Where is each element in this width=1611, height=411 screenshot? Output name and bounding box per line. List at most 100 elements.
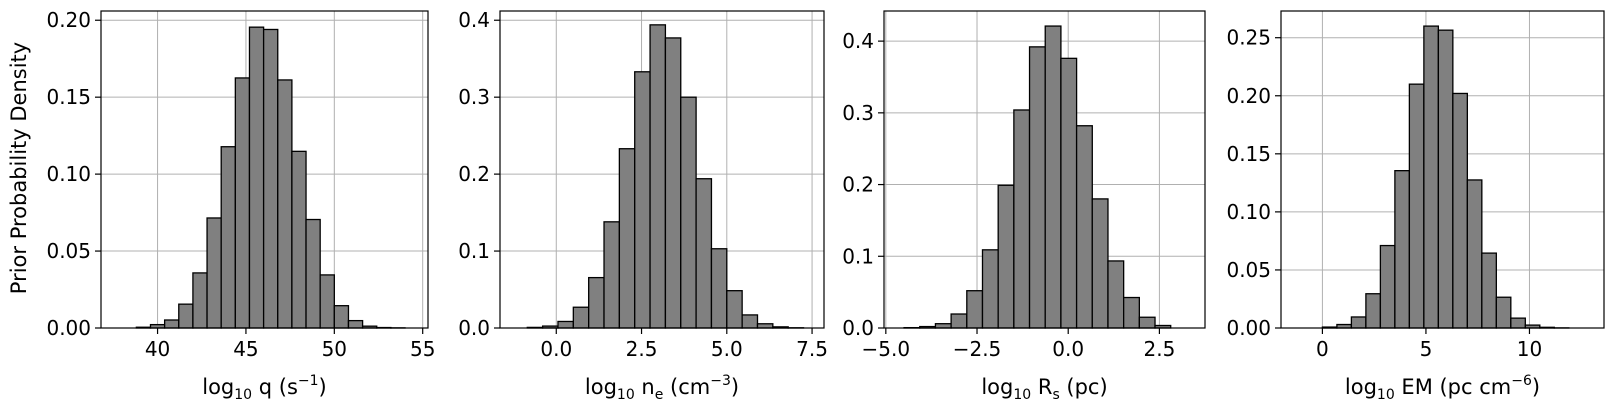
histogram-bar [1452, 92, 1468, 329]
axes-frame [499, 10, 825, 329]
histogram-bar [756, 323, 774, 329]
axes-frame [100, 10, 429, 329]
x-tick-label: −5.0 [862, 337, 911, 361]
histogram-bar [680, 96, 697, 329]
x-tick-label: 10 [1517, 337, 1542, 361]
histogram-bar [1365, 293, 1382, 329]
y-tick-label: 0.00 [1226, 316, 1271, 340]
panel-log-ne: 0.0 0.1 0.2 0.3 0.4 0.0 2.5 5.0 7.5 log10 ne (cm−… [458, 8, 828, 403]
histogram-bar [333, 305, 350, 329]
x-tick-label: 2.5 [1143, 337, 1175, 361]
y-tick-label: 0.3 [458, 85, 490, 109]
x-tick-label: 2.5 [626, 337, 658, 361]
y-tick-label: 0.05 [46, 239, 91, 263]
panel-log-q: 0.00 0.05 0.10 0.15 0.20 40 45 50 55 log10 q (s−1… [46, 8, 435, 403]
histogram-bar [997, 184, 1015, 329]
histogram-bar [618, 148, 636, 329]
x-tick-label: 40 [145, 337, 170, 361]
histogram-bar [1466, 179, 1483, 329]
histogram-bar [603, 221, 621, 329]
histogram-bar [305, 218, 321, 329]
x-tick-label: 45 [233, 337, 258, 361]
y-tick-label: 0.0 [458, 316, 490, 340]
x-axis-label: log10 Rs (pc) [981, 375, 1107, 403]
x-tick-label: 55 [410, 337, 435, 361]
histogram-bar [206, 217, 222, 329]
x-tick-label: 7.5 [796, 337, 828, 361]
y-tick-label: 0.2 [842, 173, 874, 197]
x-tick-label: −2.5 [953, 337, 1002, 361]
histogram-bar [1481, 252, 1497, 329]
y-tick-label: 0.10 [46, 162, 91, 186]
y-tick-label: 0.20 [1226, 84, 1271, 108]
y-tick-label: 0.2 [458, 162, 490, 186]
panel-log-em: 0.00 0.05 0.10 0.15 0.20 0.25 0 5 10 log10 EM (pc… [1226, 10, 1605, 403]
histogram-bar [1394, 170, 1411, 329]
histogram-bar [178, 303, 194, 329]
x-tick-label: 50 [322, 337, 347, 361]
y-tick-label: 0.25 [1226, 26, 1271, 50]
histogram-bar [163, 319, 180, 329]
histogram-bar [220, 146, 236, 329]
histogram-bar [572, 306, 590, 329]
y-tick-label: 0.3 [842, 101, 874, 125]
histogram-bar [981, 249, 999, 329]
histogram-bar [1060, 57, 1078, 329]
histogram-bar [1123, 296, 1140, 329]
histogram-bar [262, 28, 279, 329]
histogram-bar [950, 313, 968, 329]
histogram-bar [710, 248, 728, 329]
histogram-bar [347, 319, 364, 329]
histogram-bar [1028, 46, 1046, 329]
histogram-bar [1495, 296, 1512, 329]
y-tick-label: 0.20 [46, 8, 91, 32]
y-tick-label: 0.1 [458, 239, 490, 263]
y-tick-label: 0.15 [46, 85, 91, 109]
histogram-bar [1379, 244, 1396, 329]
shared-y-axis-label: Prior Probability Density [7, 42, 31, 294]
x-axis-label: log10 ne (cm−3) [585, 373, 739, 403]
histogram-bar [726, 290, 743, 329]
histogram-bar [277, 79, 293, 329]
histogram-bar [664, 37, 682, 329]
y-tick-label: 0.0 [842, 316, 874, 340]
histogram-bar [1107, 260, 1125, 329]
panel-log-rs: 0.0 0.1 0.2 0.3 0.4 −5.0 −2.5 0.0 2.5 log10 Rs (p… [842, 10, 1206, 403]
x-tick-label: 5 [1420, 337, 1433, 361]
x-axis-label: log10 EM (pc cm−6) [1345, 373, 1540, 403]
y-tick-label: 0.1 [842, 244, 874, 268]
y-tick-label: 0.15 [1226, 142, 1271, 166]
y-tick-label: 0.4 [458, 8, 490, 32]
histogram-bar [1423, 25, 1440, 329]
histogram-bar [741, 314, 759, 329]
histogram-bar [1350, 316, 1367, 329]
histogram-bar [695, 178, 713, 329]
histogram-bar [234, 77, 251, 329]
histogram-bar [1013, 109, 1031, 329]
histogram-bar [1091, 198, 1109, 329]
axes-frame [883, 10, 1206, 329]
histogram-bar [649, 24, 667, 329]
histogram-bar [248, 26, 265, 329]
histogram-bar [1138, 316, 1156, 329]
histogram-bar [634, 71, 651, 329]
histogram-bar [1437, 29, 1454, 329]
x-tick-label: 0.0 [1052, 337, 1084, 361]
histogram-bar [319, 274, 335, 329]
histogram-bar [588, 276, 605, 329]
histogram-bar [1510, 317, 1526, 329]
y-tick-label: 0.00 [46, 316, 91, 340]
histogram-bar [966, 290, 984, 329]
histogram-bar [557, 320, 574, 329]
histogram-bar [291, 150, 307, 329]
y-tick-label: 0.4 [842, 29, 874, 53]
histogram-bar [192, 272, 208, 329]
x-tick-label: 0 [1316, 337, 1329, 361]
y-tick-label: 0.10 [1226, 200, 1271, 224]
histogram-bar [934, 323, 952, 329]
x-tick-label: 5.0 [711, 337, 743, 361]
axes-frame [1280, 10, 1605, 329]
histogram-bar [1075, 125, 1093, 329]
y-tick-label: 0.05 [1226, 258, 1271, 282]
